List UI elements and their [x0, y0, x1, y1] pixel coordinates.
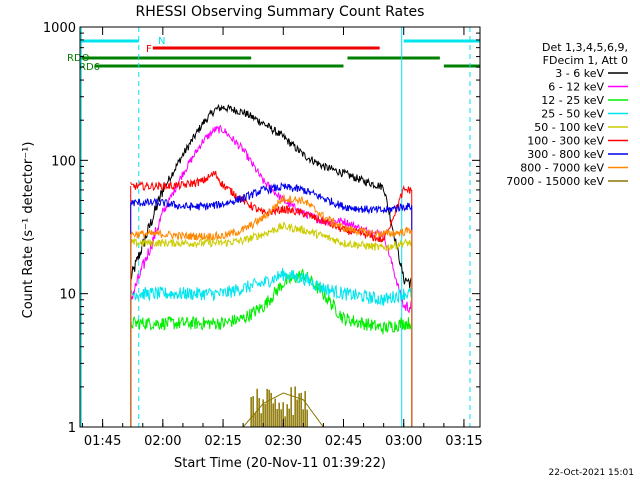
flag-label-rdo: RDO	[67, 53, 90, 64]
legend: Det 1,3,4,5,6,9,FDecim 1, Att 03 - 6 keV…	[506, 41, 628, 188]
x-tick-label: 03:15	[445, 434, 482, 449]
flag-label-n: N	[158, 36, 165, 47]
legend-label: 300 - 800 keV	[527, 148, 604, 161]
flag-label-rd6: RD6	[79, 62, 100, 73]
flag-label-f: F	[146, 44, 152, 55]
legend-label: 25 - 50 keV	[541, 108, 604, 121]
legend-label: 100 - 300 keV	[527, 135, 604, 148]
series-line	[130, 124, 413, 313]
legend-label: 6 - 12 keV	[548, 81, 604, 94]
legend-label: 3 - 6 keV	[555, 67, 604, 80]
x-tick-label: 02:30	[265, 434, 302, 449]
x-tick-label: 02:00	[144, 434, 181, 449]
x-tick-label: 02:45	[325, 434, 362, 449]
x-tick-label: 01:45	[84, 434, 121, 449]
series-800-7000-kev	[130, 194, 413, 427]
series-layer	[130, 103, 413, 428]
y-tick-label: 10	[59, 288, 76, 303]
legend-label: 12 - 25 keV	[541, 94, 604, 107]
y-tick-label: 1	[68, 421, 76, 436]
y-axis: 1 10 100 1000	[43, 21, 480, 436]
legend-label: 7000 - 15000 keV	[506, 175, 604, 188]
y-tick-label: 1000	[43, 21, 76, 36]
chart-title: RHESSI Observing Summary Count Rates	[136, 4, 425, 20]
series-line	[130, 268, 413, 335]
series-7000-15000-kev-spikes	[250, 386, 308, 427]
series-line	[130, 181, 413, 215]
series-line	[130, 221, 413, 252]
plot-frame	[79, 26, 481, 428]
series-6-12-kev	[130, 124, 413, 427]
footer-date: 22-Oct-2021 15:01	[549, 468, 634, 478]
x-tick-label: 03:00	[385, 434, 422, 449]
legend-label: 50 - 100 keV	[534, 121, 604, 134]
series-line	[130, 103, 413, 289]
x-axis-label: Start Time (20-Nov-11 01:39:22)	[174, 456, 386, 471]
series-300-800-kev	[130, 181, 413, 427]
legend-header: Det 1,3,4,5,6,9,	[542, 41, 628, 54]
y-tick-label: 100	[51, 154, 76, 169]
legend-label: 800 - 7000 keV	[520, 162, 604, 175]
series-3-6-kev	[130, 103, 413, 427]
x-tick-label: 02:15	[204, 434, 241, 449]
x-axis: 01:45 02:00 02:15 02:30 02:45 03:00 03:15	[82, 27, 483, 449]
series-line	[130, 194, 412, 242]
legend-header: FDecim 1, Att 0	[543, 54, 628, 67]
series-line	[130, 267, 413, 306]
vlines-layer	[80, 27, 471, 427]
y-axis-label: Count Rate (s⁻¹ detector⁻¹)	[21, 142, 36, 319]
